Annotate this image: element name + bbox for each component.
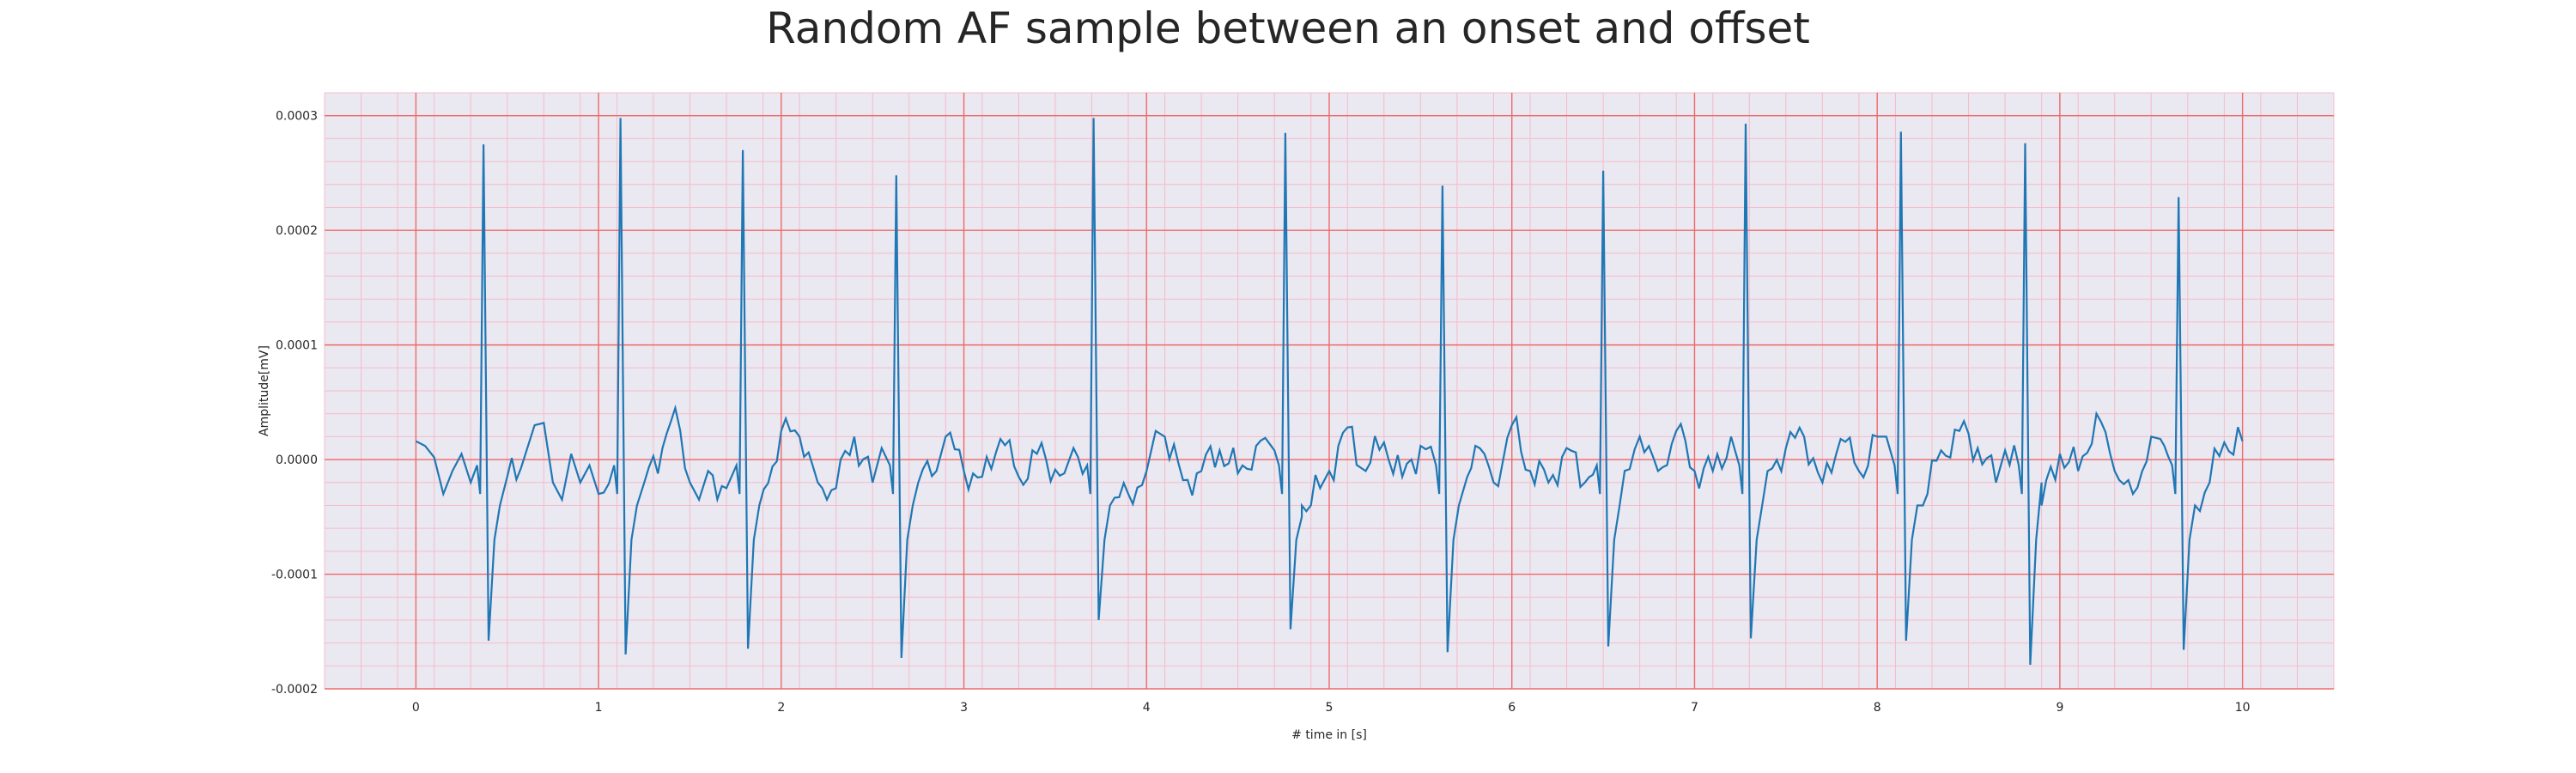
x-axis-label: # time in [s] <box>1291 728 1367 742</box>
ecg-signal-line <box>415 118 2244 666</box>
y-tick-label: 0.0001 <box>276 339 318 353</box>
x-tick-label: 4 <box>1143 701 1151 715</box>
y-axis-ticks: -0.0002 -0.0001 0.0000 0.0001 0.0002 0.0003 <box>271 110 318 697</box>
x-tick-label: 3 <box>960 701 968 715</box>
x-tick-label: 9 <box>2056 701 2063 715</box>
y-tick-label: 0.0003 <box>276 110 318 124</box>
y-tick-label: 0.0000 <box>276 453 318 467</box>
x-tick-label: 2 <box>777 701 785 715</box>
y-tick-label: -0.0001 <box>271 569 318 582</box>
x-tick-label: 0 <box>412 701 420 715</box>
x-tick-label: 7 <box>1691 701 1698 715</box>
x-axis-ticks: 0 1 2 3 4 5 6 7 8 9 10 <box>412 701 2251 715</box>
x-tick-label: 5 <box>1326 701 1334 715</box>
x-tick-label: 1 <box>595 701 603 715</box>
x-tick-label: 6 <box>1508 701 1516 715</box>
y-axis-label: Amplitude[mV] <box>258 345 271 436</box>
x-tick-label: 8 <box>1874 701 1881 715</box>
y-tick-label: 0.0002 <box>276 224 318 238</box>
x-tick-label: 10 <box>2235 701 2251 715</box>
y-tick-label: -0.0002 <box>271 683 318 697</box>
chart-title: Random AF sample between an onset and of… <box>766 3 1810 53</box>
